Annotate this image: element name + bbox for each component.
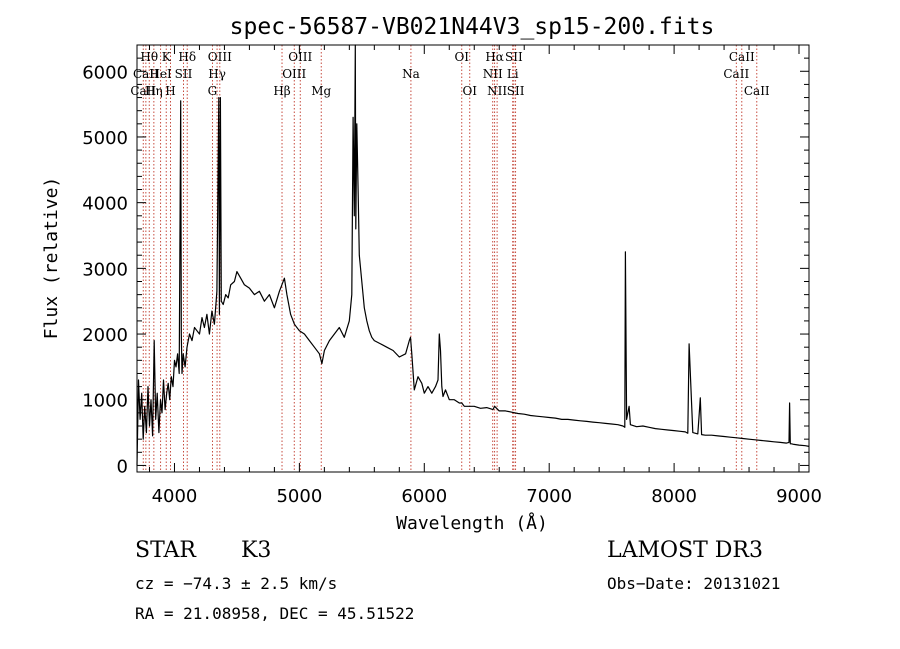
redshift-cz: cz = −74.3 ± 2.5 km/s xyxy=(135,574,338,593)
chart-title: spec-56587-VB021N44V3_sp15-200.fits xyxy=(230,14,715,40)
y-tick-label: 0 xyxy=(117,456,128,477)
line-label-22: Li xyxy=(507,67,519,81)
line-label-4: HeI xyxy=(149,67,172,81)
x-tick-label: 7000 xyxy=(526,486,572,507)
line-label-21: NII xyxy=(487,84,507,98)
line-label-0: CaII xyxy=(130,84,156,98)
y-tick-label: 3000 xyxy=(82,259,128,280)
emission-line-markers xyxy=(142,45,758,472)
line-label-23: SII xyxy=(505,50,523,64)
line-label-11: OIII xyxy=(208,50,232,64)
line-label-5: K xyxy=(162,50,172,64)
line-label-20: Hα xyxy=(485,50,504,64)
x-tick-label: 5000 xyxy=(276,486,322,507)
line-label-9: G xyxy=(208,84,218,98)
line-label-8: Hδ xyxy=(178,50,196,64)
axis-ticks xyxy=(137,45,809,472)
y-tick-label: 4000 xyxy=(82,194,128,215)
spectrum-line xyxy=(136,44,810,466)
x-tick-label: 6000 xyxy=(401,486,447,507)
object-subclass: K3 xyxy=(241,538,272,563)
line-label-15: Mg xyxy=(311,84,331,98)
obs-date: Obs−Date: 20131021 xyxy=(607,574,781,593)
y-tick-label: 2000 xyxy=(82,325,128,346)
line-label-2: Hθ xyxy=(140,50,158,64)
spectrum-series xyxy=(136,44,810,466)
line-label-14: OIII xyxy=(288,50,312,64)
line-label-17: OI xyxy=(454,50,469,64)
line-label-18: OI xyxy=(462,84,477,98)
x-tick-label: 4000 xyxy=(152,486,198,507)
x-axis-label: Wavelength (Å) xyxy=(396,512,548,534)
y-tick-label: 5000 xyxy=(82,128,128,149)
line-label-26: CaII xyxy=(729,50,755,64)
line-label-19: NII xyxy=(483,67,503,81)
object-class: STAR xyxy=(135,538,196,563)
plot-frame xyxy=(136,44,810,473)
emission-line-labels: CaIICaIIHθHηHeIKHSIIHδGHγOIIIHβOIIIOIIIM… xyxy=(130,50,770,98)
y-axis-label: Flux (relative) xyxy=(41,177,62,340)
line-label-7: SII xyxy=(175,67,193,81)
ra-dec: RA = 21.08958, DEC = 45.51522 xyxy=(135,604,415,623)
line-label-27: CaII xyxy=(744,84,770,98)
axis-tick-labels: 4000 5000 6000 7000 8000 9000 0 1000 2000 3000 400… xyxy=(82,62,822,507)
line-label-25: CaII xyxy=(723,67,749,81)
survey-name: LAMOST DR3 xyxy=(607,538,763,563)
line-label-24: SII xyxy=(507,84,525,98)
line-label-6: H xyxy=(165,84,175,98)
y-tick-label: 1000 xyxy=(82,391,128,412)
line-label-16: Na xyxy=(402,67,420,81)
line-label-3: Hη xyxy=(145,84,163,98)
line-label-12: Hβ xyxy=(273,84,290,98)
x-tick-label: 8000 xyxy=(651,486,697,507)
x-tick-label: 9000 xyxy=(776,486,822,507)
line-label-10: Hγ xyxy=(208,67,226,81)
line-label-1: CaII xyxy=(133,67,159,81)
line-label-13: OIII xyxy=(282,67,306,81)
y-tick-label: 6000 xyxy=(82,62,128,83)
